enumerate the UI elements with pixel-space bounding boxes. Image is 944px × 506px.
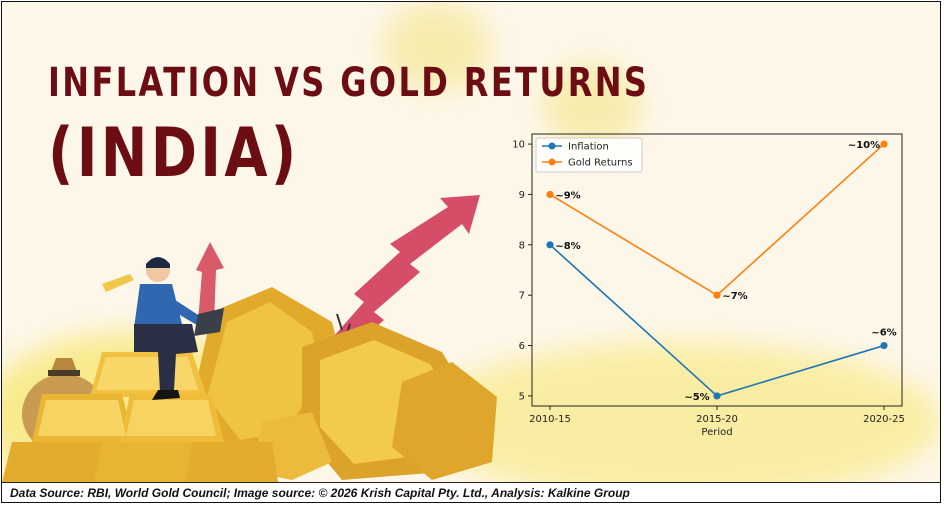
legend-box — [535, 137, 643, 173]
y-tick-label: 6 — [519, 341, 525, 352]
legend-label-inflation: Inflation — [568, 142, 609, 153]
data-label-gold-returns: ~7% — [722, 291, 747, 302]
legend-label-gold-returns: Gold Returns — [568, 158, 633, 169]
background-splash — [542, 62, 642, 152]
data-label-inflation: ~6% — [871, 328, 896, 339]
data-label-gold-returns: ~10% — [848, 140, 880, 151]
y-tick-label: 8 — [519, 240, 525, 251]
legend: Inflation Gold Returns — [535, 137, 643, 173]
y-axis: 5 6 7 8 9 10 — [512, 140, 532, 402]
y-tick-label: 7 — [519, 291, 525, 302]
data-point-gold-returns — [880, 140, 888, 148]
footer-source: Data Source: RBI, World Gold Council; Im… — [2, 482, 940, 502]
gold-bars-icon — [2, 352, 278, 482]
y-tick-label: 9 — [519, 190, 525, 201]
gold-illustration — [2, 195, 497, 482]
data-label-inflation: ~8% — [555, 241, 580, 252]
x-axis: 2010-15 2015-20 2020-25 — [529, 406, 905, 425]
page-subtitle: (INDIA) — [48, 114, 300, 193]
background-splash — [382, 2, 492, 92]
legend-marker-gold-returns — [548, 158, 556, 166]
background-splash — [422, 342, 940, 502]
gold-nuggets-icon — [192, 287, 497, 480]
data-label-gold-returns: ~9% — [555, 190, 580, 201]
x-tick-label: 2015-20 — [696, 414, 738, 425]
data-point-inflation — [713, 392, 721, 400]
rising-arrow-icon — [320, 195, 480, 364]
data-point-inflation — [880, 341, 888, 350]
x-axis-label: Period — [701, 427, 732, 438]
data-point-inflation — [546, 241, 554, 249]
series-layer: ~8% ~5% ~6% ~9% ~7% ~10% — [546, 140, 897, 403]
legend-marker-inflation — [548, 142, 556, 150]
data-point-gold-returns — [713, 291, 721, 299]
y-tick-label: 5 — [519, 391, 525, 402]
data-point-gold-returns — [546, 190, 554, 199]
x-tick-label: 2020-25 — [863, 414, 905, 425]
businessman-icon — [102, 257, 224, 400]
x-tick-label: 2010-15 — [529, 414, 571, 425]
page-title: INFLATION VS GOLD RETURNS — [48, 60, 650, 106]
data-label-inflation: ~5% — [684, 392, 709, 403]
small-arrow-icon — [196, 242, 224, 324]
y-tick-label: 10 — [512, 140, 525, 151]
